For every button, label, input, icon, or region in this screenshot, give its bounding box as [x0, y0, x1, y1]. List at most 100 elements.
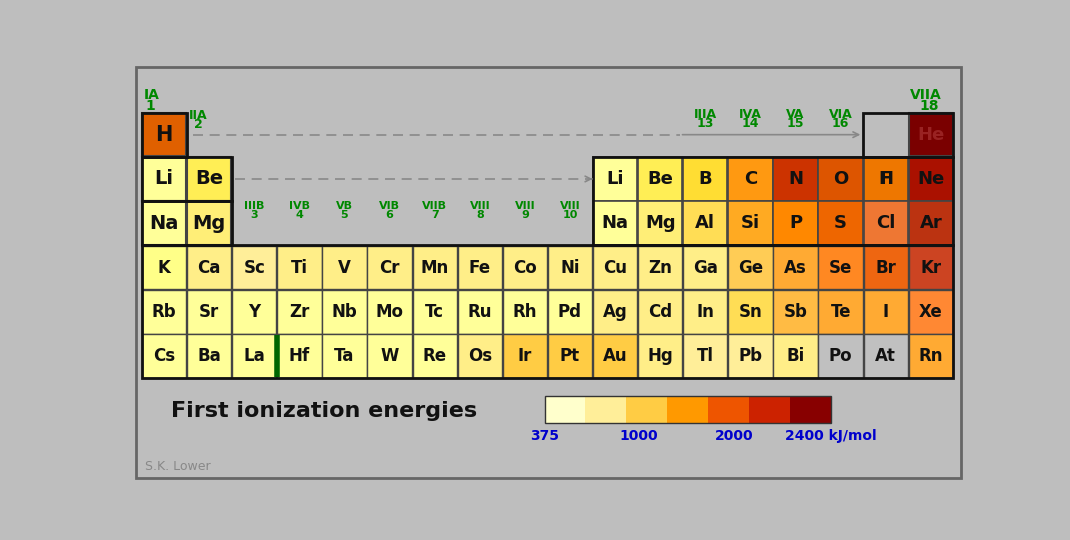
Bar [545, 396, 585, 423]
Text: Mg: Mg [645, 214, 675, 232]
Text: Cs: Cs [153, 347, 175, 365]
Bar [187, 157, 231, 201]
Bar [141, 201, 232, 245]
Text: Pd: Pd [557, 303, 582, 321]
Text: Rn: Rn [918, 347, 943, 365]
Bar [142, 334, 186, 378]
Text: H: H [155, 125, 172, 145]
Text: VB: VB [336, 201, 353, 211]
Text: 9: 9 [521, 210, 529, 220]
Text: 375: 375 [530, 429, 559, 443]
Bar [322, 290, 367, 334]
Text: La: La [243, 347, 265, 365]
Text: I: I [883, 303, 889, 321]
Text: 2400 kJ/mol: 2400 kJ/mol [785, 429, 877, 443]
Text: In: In [697, 303, 715, 321]
Text: 6: 6 [385, 210, 394, 220]
Text: Nb: Nb [332, 303, 357, 321]
Text: 8: 8 [476, 210, 484, 220]
Text: Po: Po [829, 347, 853, 365]
Text: VIIA: VIIA [910, 88, 942, 102]
Text: Au: Au [602, 347, 627, 365]
Bar [503, 246, 547, 289]
Text: Te: Te [830, 303, 851, 321]
Bar [367, 334, 412, 378]
Text: Ti: Ti [291, 259, 308, 276]
Bar [908, 334, 953, 378]
Bar [458, 246, 502, 289]
Bar [683, 246, 728, 289]
Text: Na: Na [601, 214, 628, 232]
Text: First ionization energies: First ionization energies [170, 401, 477, 421]
Bar [638, 246, 683, 289]
Bar [458, 290, 502, 334]
Bar [142, 157, 186, 201]
Bar [593, 334, 638, 378]
Text: Sr: Sr [199, 303, 219, 321]
Bar [774, 157, 817, 201]
Text: N: N [788, 170, 802, 188]
Text: Tc: Tc [425, 303, 444, 321]
Bar [683, 290, 728, 334]
Bar [367, 290, 412, 334]
Text: 2: 2 [195, 118, 203, 131]
Text: Ne: Ne [917, 170, 945, 188]
Bar [908, 113, 953, 157]
Text: 16: 16 [832, 117, 850, 130]
Text: 14: 14 [742, 117, 760, 130]
Bar [187, 246, 231, 289]
Bar [142, 201, 186, 245]
Text: Ni: Ni [561, 259, 580, 276]
Text: Rb: Rb [152, 303, 177, 321]
Bar [683, 157, 728, 201]
Bar [863, 157, 908, 201]
Text: 5: 5 [340, 210, 349, 220]
Bar [729, 290, 773, 334]
Text: Li: Li [154, 170, 173, 188]
Text: Ga: Ga [693, 259, 718, 276]
Bar [593, 290, 638, 334]
Text: Cu: Cu [603, 259, 627, 276]
Text: S: S [835, 214, 847, 232]
Bar [749, 396, 791, 423]
Text: IA: IA [143, 88, 159, 102]
Bar [908, 201, 953, 245]
Text: IVA: IVA [739, 108, 762, 121]
Bar [819, 290, 862, 334]
Text: At: At [875, 347, 897, 365]
Text: Zr: Zr [289, 303, 309, 321]
Bar [626, 396, 668, 423]
Text: 3: 3 [250, 210, 258, 220]
Text: Bi: Bi [786, 347, 805, 365]
Text: Kr: Kr [920, 259, 942, 276]
Text: Ar: Ar [919, 214, 943, 232]
Text: H: H [878, 170, 893, 188]
Text: Si: Si [740, 214, 760, 232]
Bar [545, 396, 831, 423]
Bar [863, 112, 953, 157]
Text: VA: VA [786, 108, 805, 121]
Bar [232, 246, 276, 289]
Bar [819, 201, 862, 245]
Text: C: C [744, 170, 758, 188]
Bar [638, 290, 683, 334]
Text: Sc: Sc [243, 259, 265, 276]
Bar [819, 334, 862, 378]
Text: O: O [834, 170, 849, 188]
Bar [774, 246, 817, 289]
Text: 7: 7 [431, 210, 439, 220]
Text: Xe: Xe [919, 303, 943, 321]
Text: VIII: VIII [515, 201, 535, 211]
Bar [142, 246, 186, 289]
Bar [729, 334, 773, 378]
Text: VIIB: VIIB [423, 201, 447, 211]
Text: Pb: Pb [738, 347, 763, 365]
Text: Tl: Tl [697, 347, 714, 365]
Text: IIIA: IIIA [693, 108, 717, 121]
Bar [683, 334, 728, 378]
Text: Se: Se [829, 259, 853, 276]
Bar [548, 334, 592, 378]
Bar [458, 334, 502, 378]
Bar [142, 113, 186, 157]
Text: V: V [338, 259, 351, 276]
